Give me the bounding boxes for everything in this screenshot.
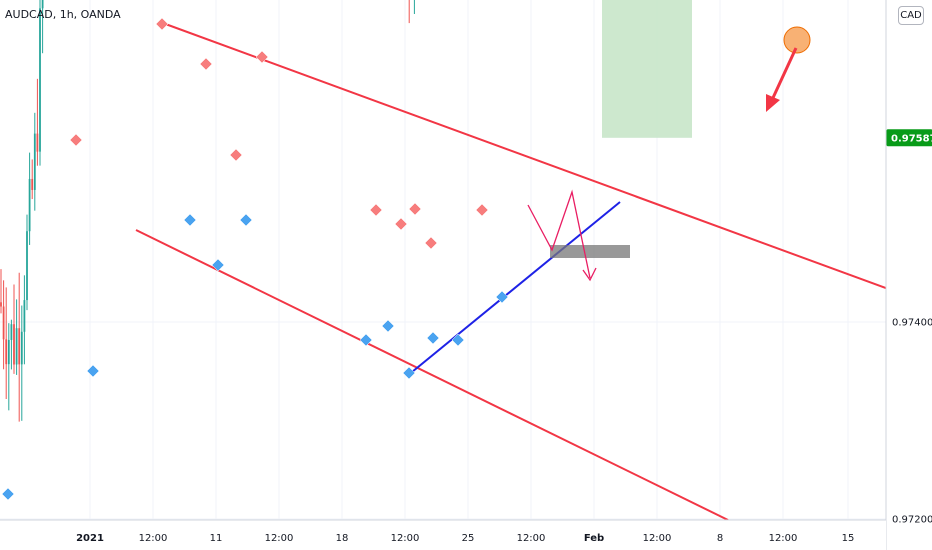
swing-high-marker	[394, 217, 408, 231]
swing-high-marker	[155, 17, 169, 31]
candle-body	[18, 328, 21, 365]
swing-low-marker	[381, 319, 395, 333]
swing-high-marker	[255, 50, 269, 64]
time-tick-label: Feb	[584, 533, 604, 544]
candle-body	[39, 8, 41, 152]
price-axis-background	[886, 0, 932, 550]
candle-body	[7, 339, 10, 365]
swing-low-marker	[451, 333, 465, 347]
candles	[0, 0, 415, 422]
projection-arrowhead	[582, 267, 597, 282]
candle-body	[15, 328, 18, 365]
time-tick-label: 18	[336, 533, 349, 544]
price-tag-label: 0.97587	[891, 133, 932, 144]
candle-body	[23, 300, 26, 332]
candle-body	[20, 331, 23, 365]
highlight-circle	[783, 26, 811, 54]
swing-high-marker	[69, 133, 83, 147]
swing-low-marker	[239, 213, 253, 227]
candle-body	[5, 339, 8, 365]
consolidation-box	[550, 245, 630, 258]
price-axis[interactable]: 0.988000.986000.982000.980000.978000.974…	[885, 0, 932, 550]
candle-body	[33, 133, 36, 190]
candle-body	[0, 302, 2, 307]
time-tick-label: 12:00	[139, 533, 168, 544]
candle-body	[13, 324, 15, 365]
candle-body	[2, 306, 5, 340]
swing-high-marker	[424, 236, 438, 250]
support-trendline	[411, 201, 621, 373]
time-axis[interactable]: 2021 12:00 11 12:00 18 12:00 25 12:00 Feb 12:00 8 1…	[0, 519, 886, 550]
swing-high-marker	[408, 202, 422, 216]
channel-lower-line	[135, 229, 729, 521]
price-tick-label: 0.97200	[892, 515, 932, 526]
candle-body	[28, 178, 31, 232]
swing-high-marker	[369, 203, 383, 217]
time-tick-label: 12:00	[769, 533, 798, 544]
time-tick-label: 12:00	[517, 533, 546, 544]
candle-body	[10, 324, 13, 340]
swing-low-marker	[183, 213, 197, 227]
down-arrow-shaft	[770, 47, 798, 101]
down-arrow-head	[766, 94, 780, 112]
currency-button[interactable]: CAD	[898, 6, 924, 25]
candle-body	[26, 231, 28, 301]
projection-path	[527, 189, 591, 279]
swing-low-marker	[402, 366, 416, 380]
candle-body	[31, 178, 34, 190]
time-axis-background	[0, 520, 886, 550]
time-tick-label: 11	[210, 533, 223, 544]
drawings	[1, 0, 932, 521]
channel-upper-line	[159, 21, 932, 306]
swing-low-marker	[1, 487, 15, 501]
swing-low-marker	[211, 258, 225, 272]
price-tag	[886, 129, 932, 147]
chart-title: AUDCAD, 1h, OANDA	[5, 8, 121, 21]
candle-body	[41, 0, 44, 9]
swing-low-marker	[495, 290, 509, 304]
swing-high-marker	[199, 57, 213, 71]
swing-low-marker	[426, 331, 440, 345]
time-tick-label: 12:00	[391, 533, 420, 544]
swing-low-marker	[86, 364, 100, 378]
time-tick-label: 25	[462, 533, 475, 544]
take-profit-zone	[602, 0, 692, 138]
time-tick-label: 15	[842, 533, 855, 544]
swing-low-marker	[359, 333, 373, 347]
chart-grid	[0, 0, 886, 520]
time-tick-label: 12:00	[643, 533, 672, 544]
price-tick-label: 0.97400	[892, 318, 932, 329]
time-tick-label: 2021	[76, 533, 104, 544]
swing-high-marker	[229, 148, 243, 162]
time-tick-label: 8	[717, 533, 723, 544]
candle-body	[36, 133, 39, 152]
time-tick-label: 12:00	[265, 533, 294, 544]
swing-high-marker	[475, 203, 489, 217]
